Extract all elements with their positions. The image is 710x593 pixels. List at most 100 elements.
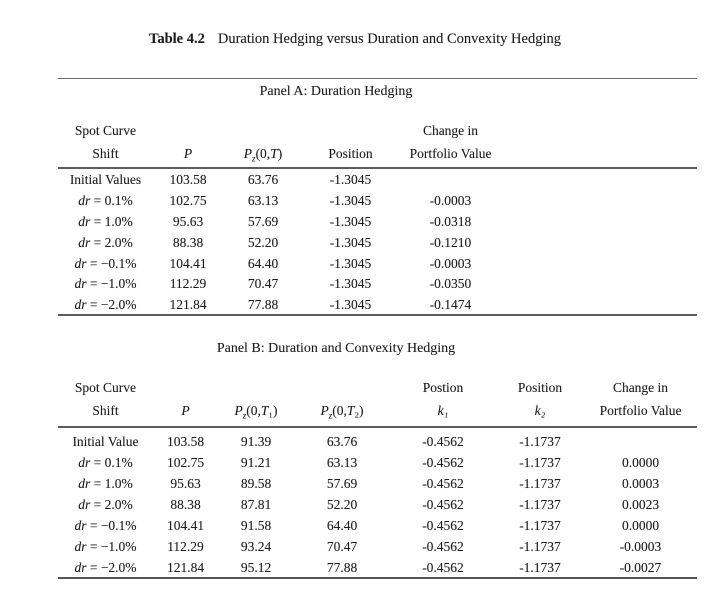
pz-base: P xyxy=(320,403,329,418)
table-row: dr = −1.0% 112.29 70.47 -1.3045 -0.0350 xyxy=(58,274,697,295)
table-row: dr = 0.1% 102.75 63.13 -1.3045 -0.0003 xyxy=(58,191,697,212)
row-label: dr = 0.1% xyxy=(78,193,133,209)
pz-open: (0, xyxy=(332,403,347,418)
panel-b-header-row-2: Shift P Pz(0,T₁) Pz(0,T₂) k₁ k₂ Portfoli… xyxy=(58,399,697,423)
change-header-line1: Change in xyxy=(422,123,479,138)
value-cell: 88.38 xyxy=(170,497,201,513)
rule-panel-a-header xyxy=(58,167,697,169)
table-row: dr = −2.0% 121.84 95.12 77.88 -0.4562 -1.1737… xyxy=(58,557,697,578)
value-cell: 57.69 xyxy=(247,213,279,229)
pz-maturity: T xyxy=(260,403,269,418)
row-label: dr = 2.0% xyxy=(78,497,133,513)
value-cell: 103.58 xyxy=(166,434,205,450)
value-cell: 121.84 xyxy=(169,297,207,313)
pz-base: P xyxy=(234,403,243,418)
empty-cell xyxy=(153,120,223,142)
empty-cell xyxy=(294,377,390,399)
panel-a-header-table: Spot Curve Change in Shift P Pz(0,T) Pos… xyxy=(58,120,697,166)
change-header-line1: Change in xyxy=(612,380,669,395)
value-cell: -0.4562 xyxy=(422,518,464,533)
value-cell: 77.88 xyxy=(326,559,358,575)
spot-curve-header-line1: Spot Curve xyxy=(74,380,137,395)
value-cell: 104.41 xyxy=(166,518,205,533)
table-row: dr = 1.0% 95.63 57.69 -1.3045 -0.0318 xyxy=(58,212,697,233)
spot-curve-header-line1: Spot Curve xyxy=(74,123,137,138)
value-cell: -1.1737 xyxy=(519,476,561,492)
value-cell: 91.39 xyxy=(240,434,272,450)
value-cell: 70.47 xyxy=(247,276,279,292)
row-label: Initial Value xyxy=(72,434,139,450)
spot-curve-header-line2: Shift xyxy=(92,146,119,161)
row-label: dr = −0.1% xyxy=(74,518,137,533)
table-row: dr = 0.1% 102.75 91.21 63.13 -0.4562 -1.1737 0… xyxy=(58,453,697,474)
value-cell: 0.0023 xyxy=(621,497,660,513)
value-cell: 95.12 xyxy=(240,559,272,575)
value-cell: 52.20 xyxy=(326,497,358,513)
value-cell: 102.75 xyxy=(166,455,205,471)
value-cell: 89.58 xyxy=(240,476,272,492)
empty-cell xyxy=(218,377,294,399)
row-label: dr = 1.0% xyxy=(78,213,133,229)
value-cell xyxy=(584,432,697,453)
row-label: dr = −1.0% xyxy=(74,276,137,292)
value-cell: 95.63 xyxy=(170,476,201,492)
row-label: dr = 0.1% xyxy=(78,455,133,471)
p-symbol: P xyxy=(183,146,193,161)
value-cell: 57.69 xyxy=(326,476,358,492)
table-row: Initial Value 103.58 91.39 63.76 -0.4562 -1.1… xyxy=(58,432,697,453)
pz-open: (0, xyxy=(255,146,271,161)
value-cell xyxy=(398,170,503,191)
pz-open: (0, xyxy=(246,403,261,418)
table-row: dr = 2.0% 88.38 52.20 -1.3045 -0.1210 xyxy=(58,232,697,253)
panel-a-data-table: Initial Values 103.58 63.76 -1.3045 dr = 0.1… xyxy=(58,170,697,316)
value-cell: 63.76 xyxy=(247,172,279,188)
value-cell: -1.1737 xyxy=(519,434,561,450)
value-cell: 0.0000 xyxy=(621,455,660,471)
value-cell: 104.41 xyxy=(169,255,207,271)
value-cell: 64.40 xyxy=(247,255,279,271)
pz-maturity: T xyxy=(346,403,355,418)
table-title-text: Duration Hedging versus Duration and Con… xyxy=(217,31,561,47)
panel-b-label: Panel B: Duration and Convexity Hedging xyxy=(216,341,456,356)
value-cell: 93.24 xyxy=(240,538,272,554)
value-cell: 91.58 xyxy=(240,518,272,533)
value-cell: -1.3045 xyxy=(329,297,372,313)
value-cell: 70.47 xyxy=(326,538,358,554)
value-cell: 63.13 xyxy=(326,455,358,471)
table-row: dr = −0.1% 104.41 91.58 64.40 -0.4562 -1.1737… xyxy=(58,516,697,537)
row-label: dr = −1.0% xyxy=(74,538,137,554)
empty-cell xyxy=(503,142,697,166)
value-cell: 112.29 xyxy=(169,276,207,292)
value-cell: 0.0000 xyxy=(621,518,660,533)
k1-symbol-header: k₁ xyxy=(390,399,496,423)
value-cell: -0.4562 xyxy=(422,559,464,575)
value-cell: 95.63 xyxy=(172,213,204,229)
panel-a-label: Panel A: Duration Hedging xyxy=(259,84,413,99)
value-cell: -0.1210 xyxy=(429,234,472,250)
table-row: dr = −1.0% 112.29 93.24 70.47 -0.4562 -1.1737… xyxy=(58,536,697,557)
rule-panel-b-header xyxy=(58,426,697,428)
table-row: Initial Values 103.58 63.76 -1.3045 xyxy=(58,170,697,191)
value-cell: 121.84 xyxy=(166,559,205,575)
panel-b-header: Spot Curve Postion Position Change in Sh… xyxy=(58,377,697,423)
row-label: dr = 2.0% xyxy=(78,234,133,250)
value-cell: 88.38 xyxy=(172,234,204,250)
value-cell: 102.75 xyxy=(169,193,207,209)
value-cell: -1.3045 xyxy=(329,255,372,271)
panel-a-header-row-1: Spot Curve Change in xyxy=(58,120,697,142)
value-cell: -1.1737 xyxy=(519,455,561,471)
pz-t2-column-header: Pz(0,T₂) xyxy=(294,399,390,423)
value-cell: -1.3045 xyxy=(329,234,372,250)
value-cell: 52.20 xyxy=(247,234,279,250)
postion-k1-header-line1: Postion xyxy=(422,380,464,395)
table-row: dr = 2.0% 88.38 87.81 52.20 -0.4562 -1.1737 0.… xyxy=(58,495,697,516)
value-cell: -1.3045 xyxy=(329,213,372,229)
value-cell: -0.4562 xyxy=(422,538,464,554)
spot-curve-header-line2: Shift xyxy=(92,403,119,418)
rule-bottom xyxy=(58,577,697,580)
value-cell: -0.0350 xyxy=(429,276,472,292)
pz-t1-column-header: Pz(0,T₁) xyxy=(218,399,294,423)
value-cell: -1.1737 xyxy=(519,518,561,533)
value-cell: -0.4562 xyxy=(422,455,464,471)
k2-symbol-header: k₂ xyxy=(496,399,584,423)
